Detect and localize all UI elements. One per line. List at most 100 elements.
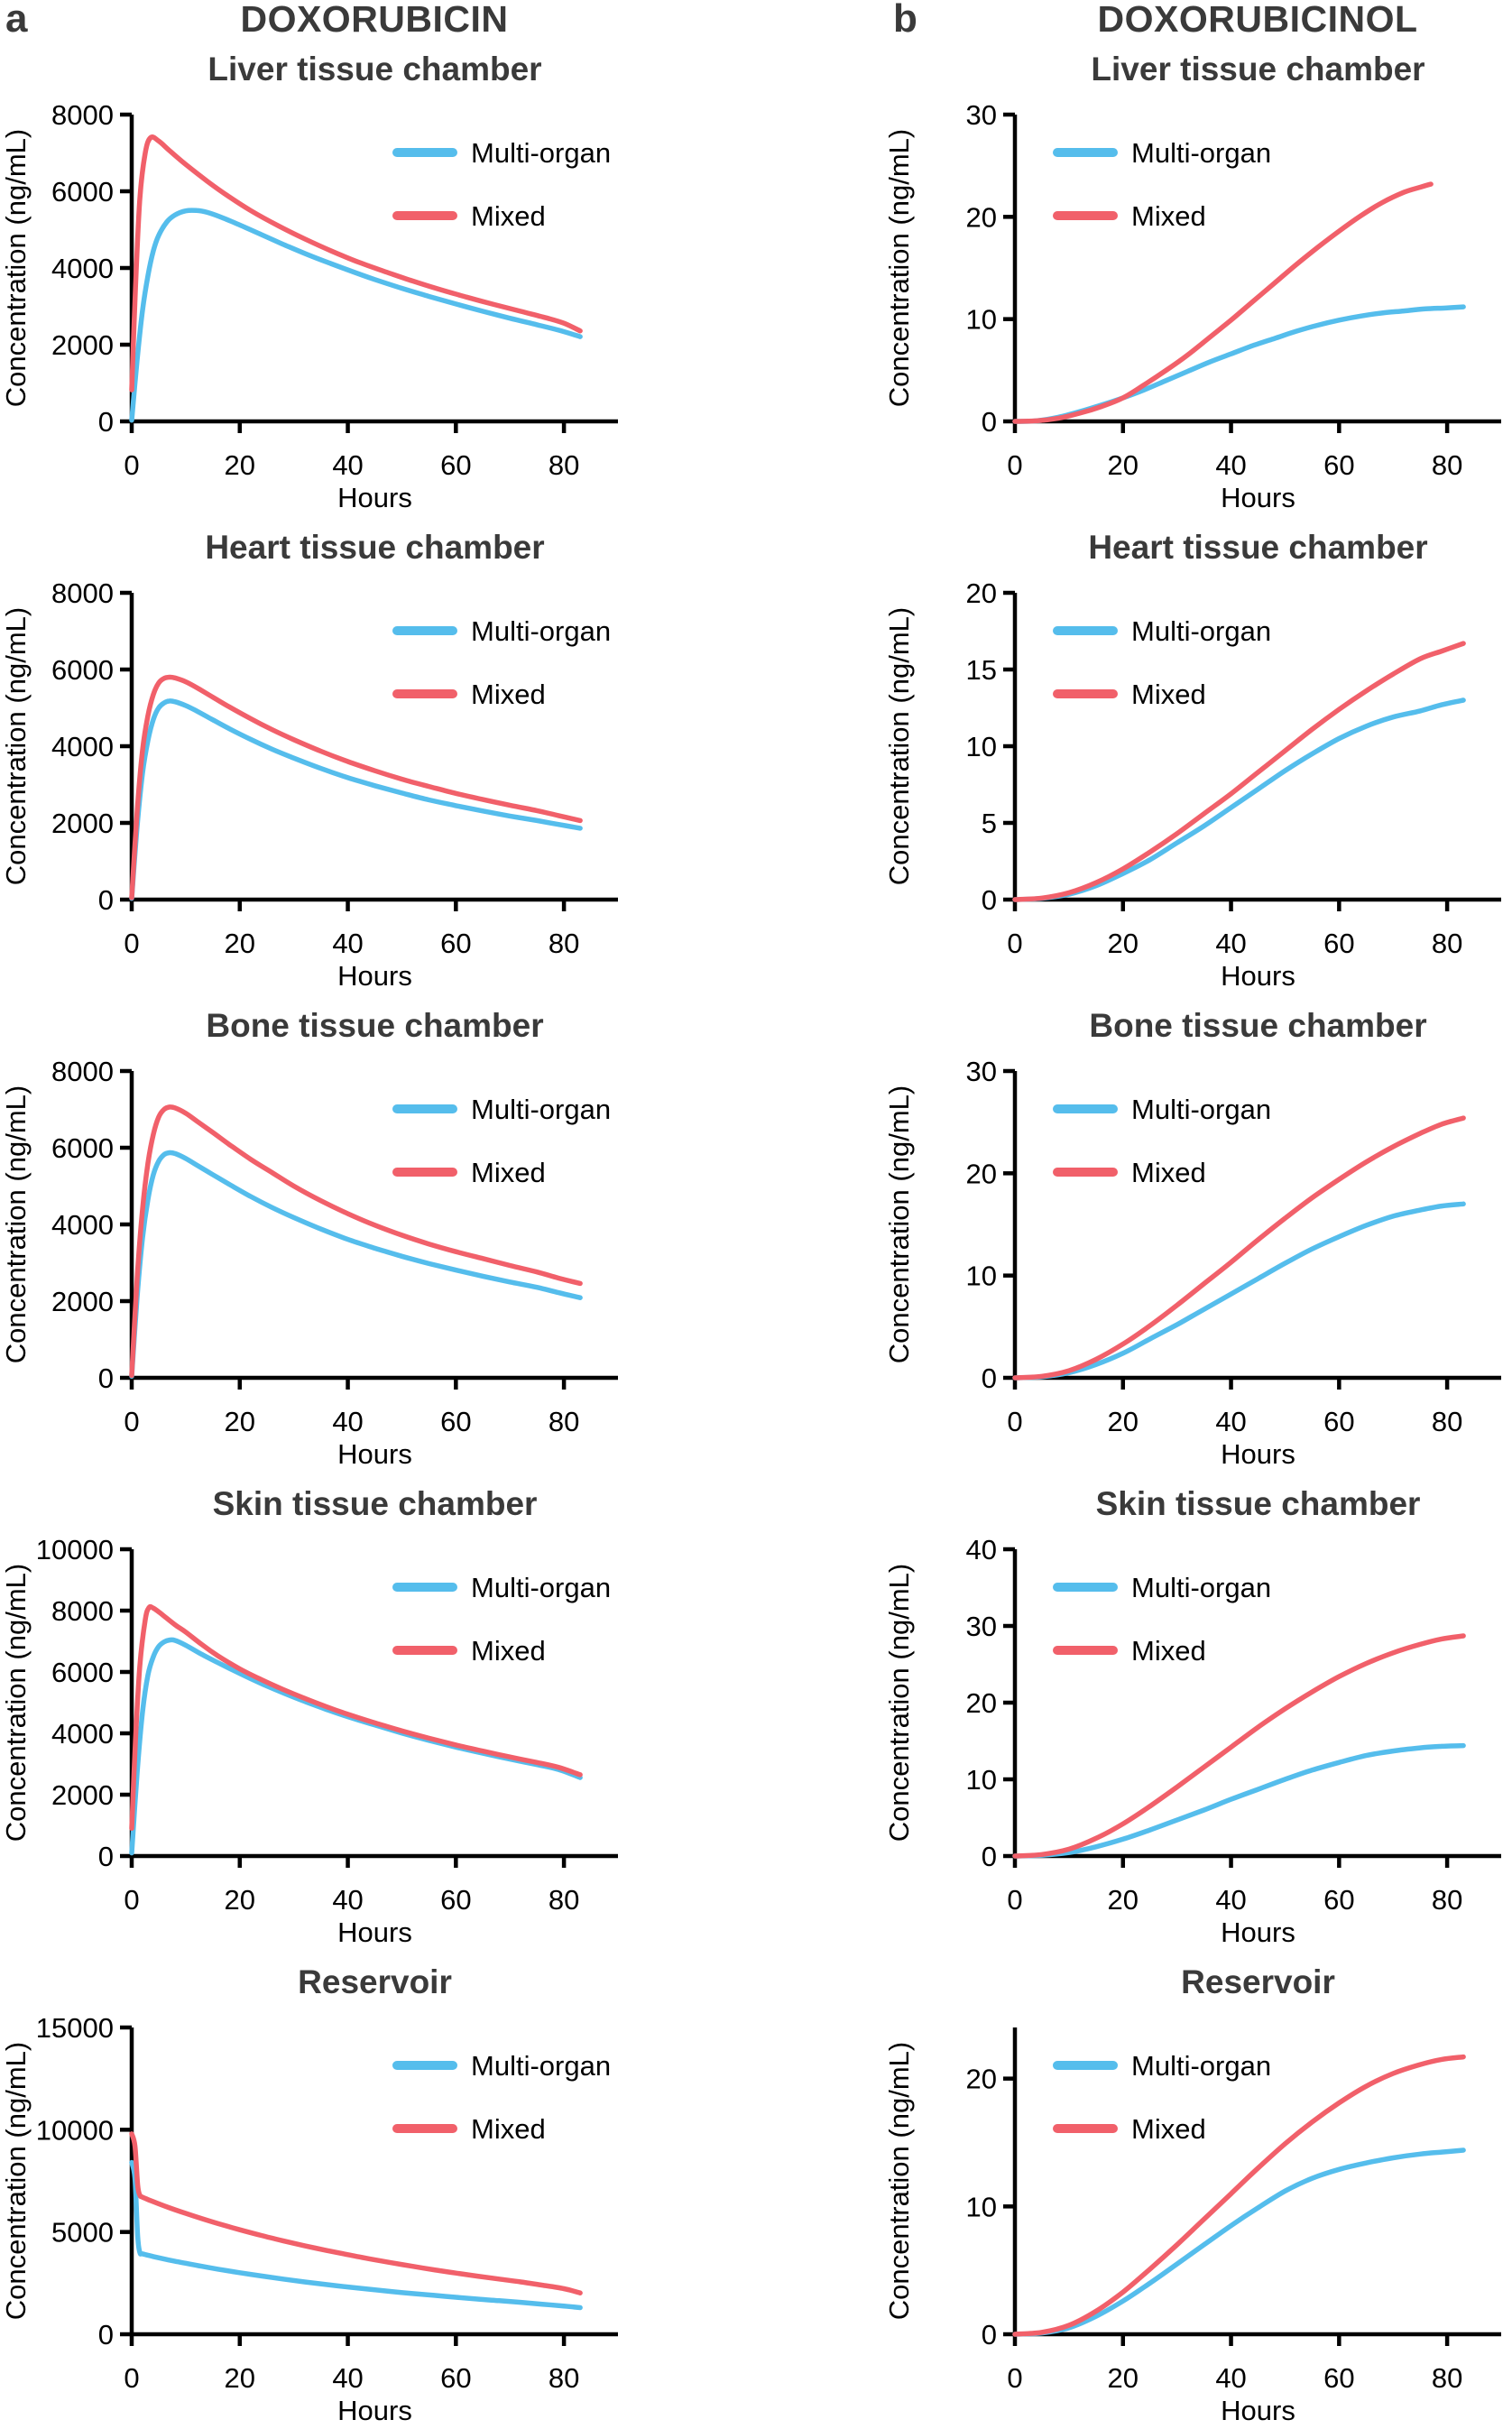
y-axis-label: Concentration (ng/mL) bbox=[0, 607, 32, 885]
x-tick-label: 20 bbox=[225, 449, 255, 481]
x-tick-label: 40 bbox=[332, 2362, 363, 2394]
chart-panel-a-heart: Heart tissue chamber 0 20 40 60 80 0 2000 4000 60… bbox=[0, 516, 756, 994]
y-tick-label: 20 bbox=[966, 577, 997, 609]
chart-panel-b-bone: Bone tissue chamber 0 20 40 60 80 0 10 20 30 Hours… bbox=[756, 994, 1512, 1473]
legend-label: Multi-organ bbox=[471, 1094, 611, 1125]
legend-label: Multi-organ bbox=[1131, 137, 1271, 169]
y-tick-label: 8000 bbox=[51, 99, 114, 131]
chart-panel-a-reservoir: Reservoir 0 20 40 60 80 0 5000 10000 15000 Hours Co… bbox=[0, 1951, 756, 2429]
y-axis-label: Concentration (ng/mL) bbox=[0, 2042, 32, 2320]
x-tick-label: 0 bbox=[124, 2362, 139, 2394]
y-tick-label: 0 bbox=[982, 1841, 997, 1872]
line-chart-canvas: Liver tissue chamber 0 20 40 60 80 0 10 20 30 Hour… bbox=[883, 51, 1501, 513]
chart-title: Bone tissue chamber bbox=[1089, 1007, 1426, 1044]
x-axis-label: Hours bbox=[337, 960, 412, 992]
x-tick-label: 80 bbox=[1432, 2362, 1462, 2394]
panel-a-title: DOXORUBICIN bbox=[240, 0, 509, 40]
x-tick-label: 60 bbox=[440, 928, 471, 959]
legend-label: Multi-organ bbox=[471, 2050, 611, 2082]
x-tick-label: 0 bbox=[1007, 928, 1022, 959]
x-tick-label: 40 bbox=[332, 928, 363, 959]
y-tick-label: 0 bbox=[982, 2319, 997, 2350]
x-tick-label: 0 bbox=[124, 1884, 139, 1916]
y-tick-label: 10 bbox=[966, 1261, 997, 1292]
y-tick-label: 10 bbox=[966, 731, 997, 762]
charts-grid: Liver tissue chamber 0 20 40 60 80 0 2000 4000 60… bbox=[0, 38, 1512, 2429]
y-tick-label: 20 bbox=[966, 201, 997, 233]
x-axis-label: Hours bbox=[1221, 482, 1295, 513]
x-tick-label: 80 bbox=[1432, 1884, 1462, 1916]
y-tick-label: 8000 bbox=[51, 1595, 114, 1627]
x-tick-label: 20 bbox=[1108, 1406, 1139, 1437]
x-tick-label: 80 bbox=[549, 1406, 579, 1437]
x-tick-label: 80 bbox=[1432, 1406, 1462, 1437]
legend-label: Multi-organ bbox=[1131, 615, 1271, 647]
y-tick-label: 20 bbox=[966, 2064, 997, 2095]
y-tick-label: 6000 bbox=[51, 176, 114, 208]
series-multi-organ bbox=[1012, 2147, 1466, 2337]
y-tick-label: 6000 bbox=[51, 1132, 114, 1164]
legend-label: Mixed bbox=[1131, 200, 1206, 232]
series-mixed bbox=[1012, 641, 1466, 902]
x-tick-label: 60 bbox=[1323, 928, 1354, 959]
y-tick-label: 0 bbox=[98, 1841, 114, 1872]
legend-label: Multi-organ bbox=[471, 137, 611, 169]
y-tick-label: 0 bbox=[98, 2319, 114, 2350]
series-multi-organ bbox=[1012, 697, 1466, 902]
x-tick-label: 80 bbox=[549, 449, 579, 481]
legend-label: Mixed bbox=[471, 2113, 546, 2145]
series-multi-organ bbox=[129, 1150, 583, 1380]
x-axis-label: Hours bbox=[337, 482, 412, 513]
series-mixed bbox=[1012, 181, 1434, 424]
legend-label: Multi-organ bbox=[471, 615, 611, 647]
y-tick-label: 8000 bbox=[51, 577, 114, 609]
y-tick-label: 8000 bbox=[51, 1056, 114, 1087]
chart-title: Skin tissue chamber bbox=[1096, 1485, 1421, 1522]
x-axis-label: Hours bbox=[1221, 2395, 1295, 2426]
x-tick-label: 60 bbox=[1323, 1884, 1354, 1916]
y-tick-label: 20 bbox=[966, 1158, 997, 1189]
series-mixed bbox=[1012, 1115, 1466, 1381]
line-chart-canvas: Reservoir 0 20 40 60 80 0 5000 10000 15000 Hours Co… bbox=[0, 1963, 618, 2426]
chart-title: Skin tissue chamber bbox=[213, 1485, 538, 1522]
x-tick-label: 80 bbox=[549, 1884, 579, 1916]
x-tick-label: 20 bbox=[225, 2362, 255, 2394]
x-tick-label: 20 bbox=[225, 928, 255, 959]
panel-b-title: DOXORUBICINOL bbox=[1097, 0, 1418, 40]
x-tick-label: 60 bbox=[440, 2362, 471, 2394]
x-tick-label: 60 bbox=[440, 449, 471, 481]
y-tick-label: 4000 bbox=[51, 1209, 114, 1241]
chart-panel-b-skin: Skin tissue chamber 0 20 40 60 80 0 10 20 30 40 Hou… bbox=[756, 1473, 1512, 1951]
y-tick-label: 0 bbox=[982, 1362, 997, 1394]
y-tick-label: 10 bbox=[966, 304, 997, 336]
series-multi-organ bbox=[1012, 1742, 1466, 1859]
chart-title: Bone tissue chamber bbox=[206, 1007, 543, 1044]
y-axis-label: Concentration (ng/mL) bbox=[883, 607, 915, 885]
y-tick-label: 10 bbox=[966, 2191, 997, 2222]
legend-label: Mixed bbox=[471, 200, 546, 232]
x-axis-label: Hours bbox=[337, 1916, 412, 1948]
line-chart-canvas: Liver tissue chamber 0 20 40 60 80 0 2000 4000 60… bbox=[0, 51, 618, 513]
y-axis-label: Concentration (ng/mL) bbox=[0, 1085, 32, 1363]
x-tick-label: 0 bbox=[1007, 1406, 1022, 1437]
y-tick-label: 5 bbox=[982, 808, 997, 839]
y-tick-label: 15 bbox=[966, 654, 997, 686]
x-axis-label: Hours bbox=[1221, 1916, 1295, 1948]
x-axis-label: Hours bbox=[337, 1438, 412, 1470]
line-chart-canvas: Reservoir 0 20 40 60 80 0 10 20 Hours Concentratio… bbox=[883, 1963, 1501, 2426]
legend-label: Mixed bbox=[471, 1635, 546, 1667]
x-tick-label: 40 bbox=[1215, 2362, 1246, 2394]
chart-panel-a-liver: Liver tissue chamber 0 20 40 60 80 0 2000 4000 60… bbox=[0, 38, 756, 516]
series-mixed bbox=[129, 134, 583, 393]
series-mixed bbox=[1012, 2054, 1466, 2337]
x-tick-label: 60 bbox=[440, 1884, 471, 1916]
legend-label: Mixed bbox=[1131, 1157, 1206, 1188]
series-multi-organ bbox=[129, 208, 583, 423]
x-tick-label: 0 bbox=[1007, 449, 1022, 481]
series-multi-organ bbox=[129, 1637, 583, 1856]
line-chart-canvas: Bone tissue chamber 0 20 40 60 80 0 10 20 30 Hours… bbox=[883, 1007, 1501, 1470]
panel-a-letter: a bbox=[5, 0, 28, 41]
series-mixed bbox=[129, 1104, 583, 1379]
